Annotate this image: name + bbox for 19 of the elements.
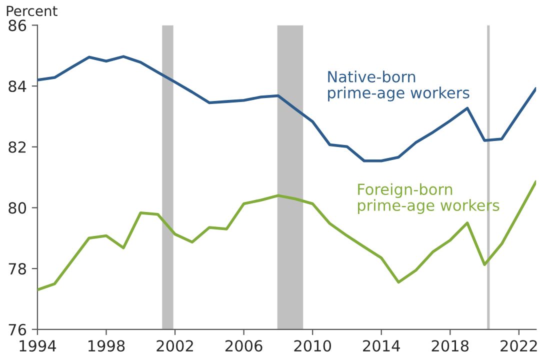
x-tick-label: 1998 <box>88 340 125 352</box>
series-label: Native-born prime-age workers <box>328 70 470 102</box>
x-tick-label: 2010 <box>294 340 332 352</box>
line-series <box>37 180 536 292</box>
y-tick-label: 86 <box>8 20 26 32</box>
y-tick-label: 80 <box>8 202 26 214</box>
y-tick-label: 84 <box>8 80 26 92</box>
y-tick-label: 76 <box>8 324 26 336</box>
x-tick-label: 2022 <box>500 340 537 352</box>
x-tick-label: 1994 <box>20 340 56 352</box>
x-tick-label: 2002 <box>156 340 193 352</box>
series-label: Foreign-born prime-age workers <box>358 183 500 214</box>
x-tick-label: 2018 <box>432 340 469 352</box>
y-tick-label: 82 <box>8 141 26 153</box>
y-axis-title: Percent <box>6 6 58 16</box>
x-tick-label: 2006 <box>225 340 262 352</box>
y-tick-label: 78 <box>8 263 26 275</box>
line-series <box>37 55 536 162</box>
x-tick-label: 2014 <box>363 340 400 352</box>
